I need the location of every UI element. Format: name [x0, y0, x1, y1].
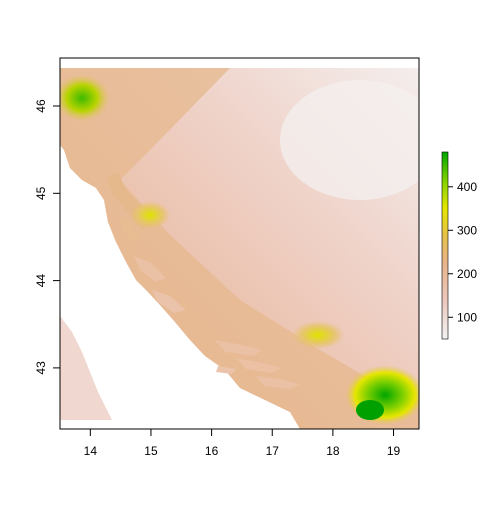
x-axis: 14 15 16 17 18 19 [84, 428, 401, 458]
legend-tick-label: 200 [457, 267, 477, 281]
x-tick-label: 18 [326, 444, 340, 458]
y-tick-label: 46 [34, 99, 48, 113]
y-tick-label: 44 [34, 274, 48, 288]
x-tick-label: 14 [84, 444, 98, 458]
y-tick-label: 45 [34, 186, 48, 200]
x-tick-label: 15 [144, 444, 158, 458]
x-tick-label: 16 [205, 444, 219, 458]
x-tick-label: 17 [266, 444, 280, 458]
y-axis: 43 44 45 46 [34, 99, 61, 375]
legend-tick-label: 100 [457, 310, 477, 324]
legend-tick-label: 400 [457, 180, 477, 194]
legend-colorbar [441, 151, 449, 340]
x-tick-label: 19 [387, 444, 401, 458]
elevation-raster [60, 58, 419, 429]
legend-tick-label: 300 [457, 223, 477, 237]
y-tick-label: 43 [34, 361, 48, 375]
color-legend: 100 200 300 400 [441, 151, 477, 340]
